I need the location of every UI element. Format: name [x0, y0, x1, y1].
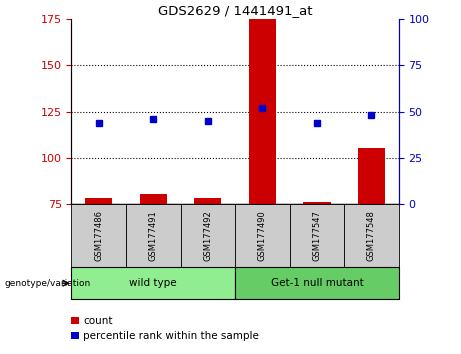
Text: count: count: [83, 316, 113, 326]
Text: wild type: wild type: [130, 278, 177, 288]
Text: GSM177486: GSM177486: [94, 210, 103, 261]
Text: percentile rank within the sample: percentile rank within the sample: [83, 331, 260, 341]
Text: GSM177492: GSM177492: [203, 210, 213, 261]
Bar: [126, 204, 181, 267]
Bar: [358, 148, 385, 204]
Text: GSM177548: GSM177548: [367, 210, 376, 261]
Bar: [71, 267, 235, 299]
Bar: [85, 198, 112, 204]
Bar: [140, 194, 167, 204]
Text: GSM177490: GSM177490: [258, 210, 267, 261]
Title: GDS2629 / 1441491_at: GDS2629 / 1441491_at: [158, 4, 313, 17]
Bar: [235, 204, 290, 267]
Bar: [71, 204, 126, 267]
Text: GSM177547: GSM177547: [313, 210, 321, 261]
Bar: [181, 204, 235, 267]
Text: genotype/variation: genotype/variation: [5, 279, 91, 288]
Text: Get-1 null mutant: Get-1 null mutant: [271, 278, 363, 288]
Bar: [290, 204, 344, 267]
Text: GSM177491: GSM177491: [149, 210, 158, 261]
Bar: [303, 202, 331, 204]
Bar: [194, 198, 221, 204]
Bar: [249, 19, 276, 204]
Bar: [235, 267, 399, 299]
Bar: [344, 204, 399, 267]
